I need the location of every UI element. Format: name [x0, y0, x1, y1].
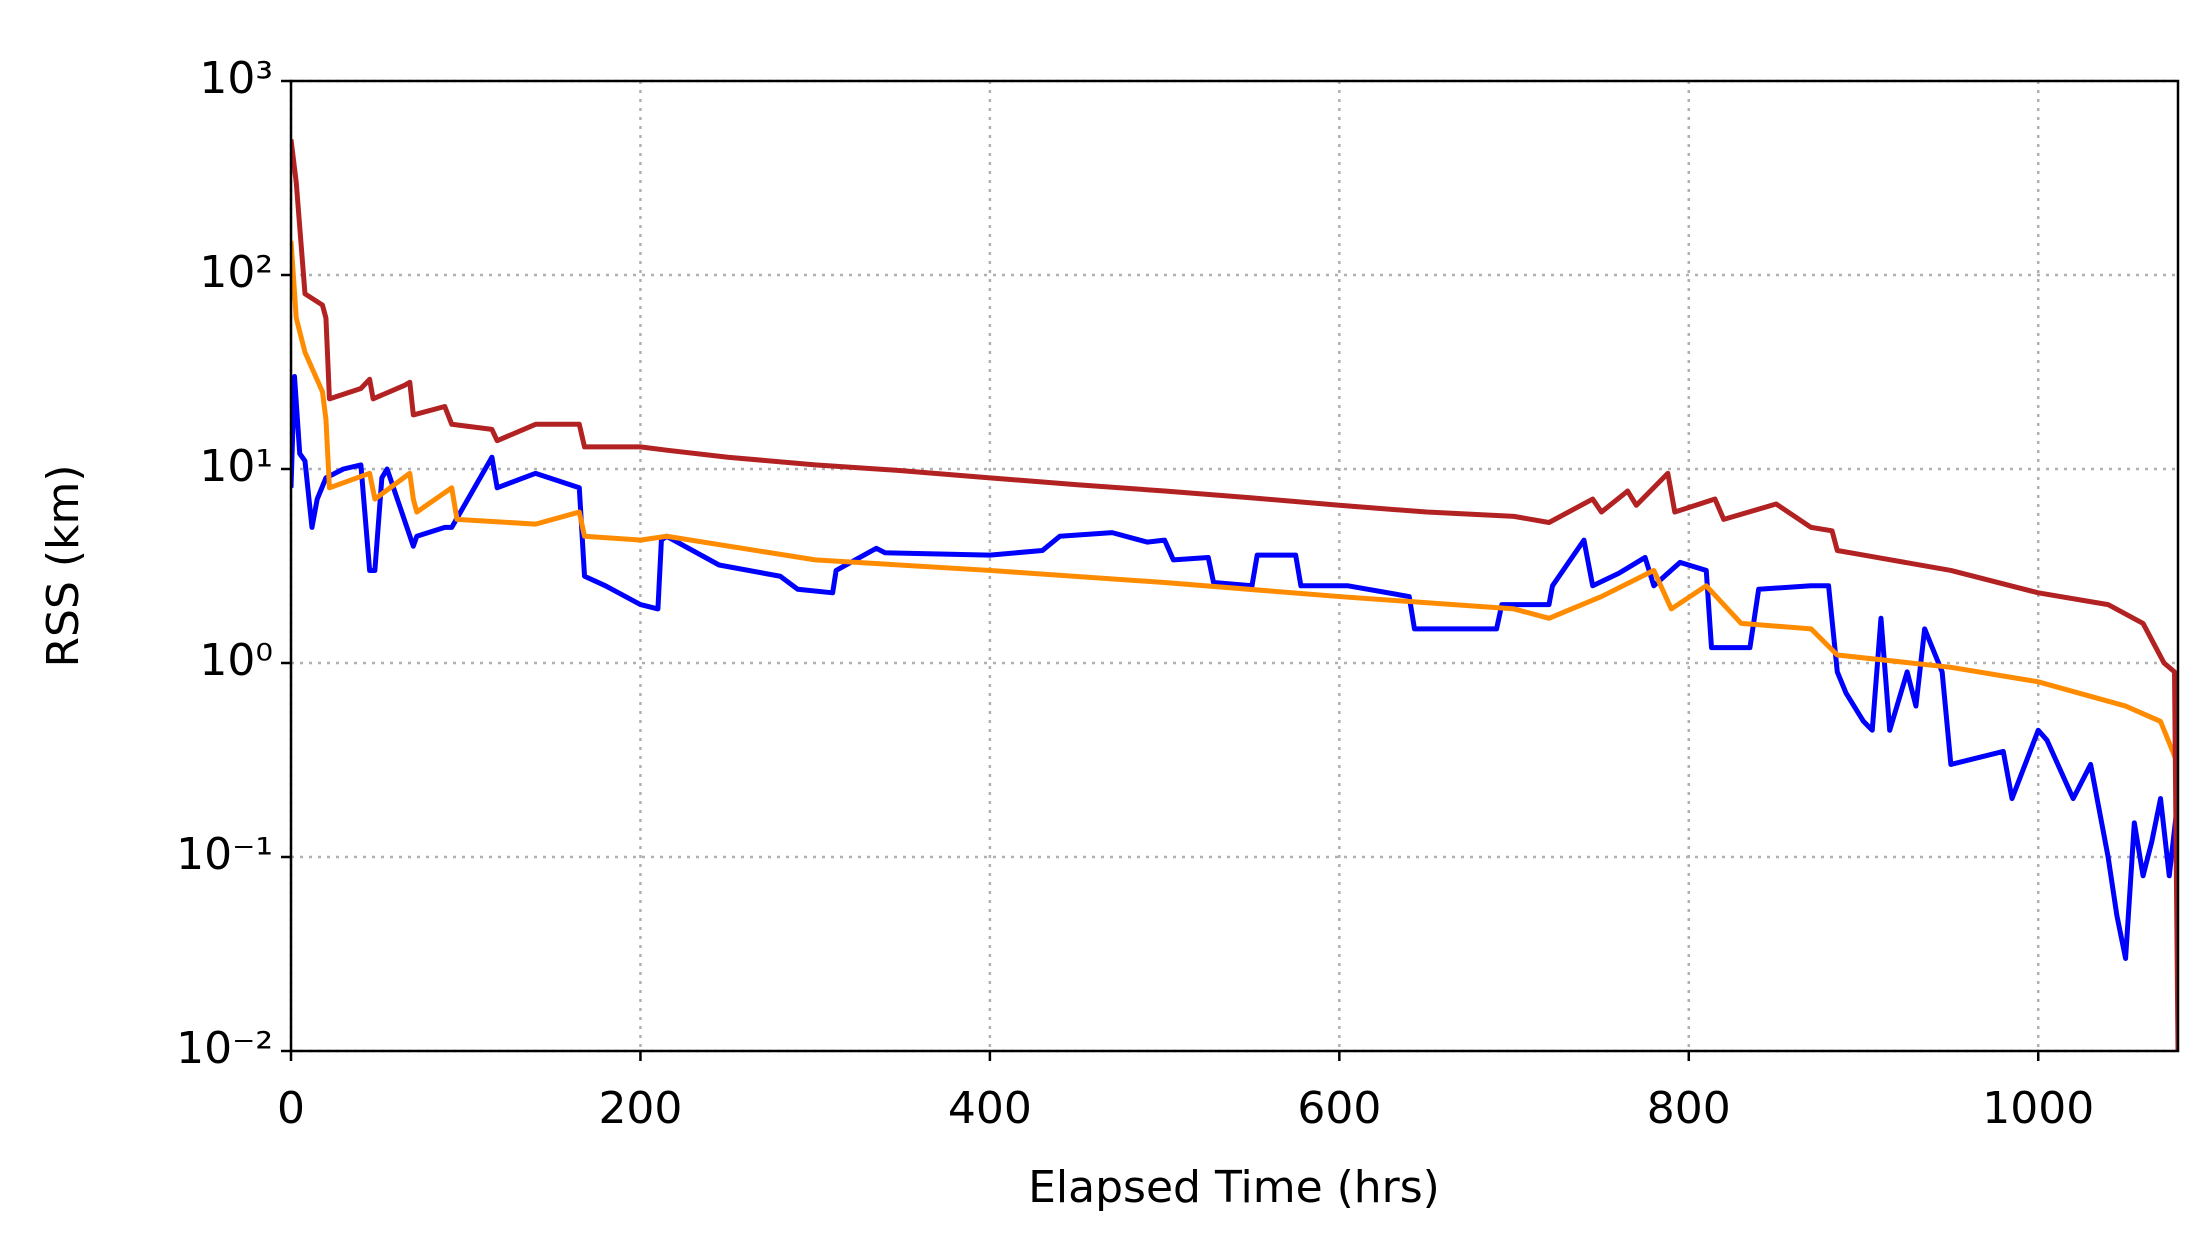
x-tick-label: 1000 — [1982, 1083, 2094, 1134]
series-line — [291, 139, 2178, 1052]
y-tick-label: 10⁻² — [176, 1023, 273, 1074]
y-tick-label: 10⁰ — [199, 635, 273, 686]
plot-frame — [289, 79, 2180, 1053]
y-tick-label: 10¹ — [199, 441, 273, 492]
y-tick-label: 10² — [199, 247, 273, 298]
series-line — [291, 373, 2178, 961]
x-tick-label: 800 — [1647, 1083, 1731, 1134]
series-line — [291, 240, 2178, 766]
y-tick-label: 10³ — [199, 53, 273, 104]
y-tick-label: 10⁻¹ — [176, 829, 273, 880]
x-tick-label: 0 — [277, 1083, 305, 1134]
y-axis-label: RSS (km) — [38, 464, 89, 667]
x-axis-label: Elapsed Time (hrs) — [1028, 1162, 1440, 1213]
x-tick-label: 600 — [1297, 1083, 1381, 1134]
x-tick-label: 400 — [948, 1083, 1032, 1134]
x-tick-label: 200 — [598, 1083, 682, 1134]
